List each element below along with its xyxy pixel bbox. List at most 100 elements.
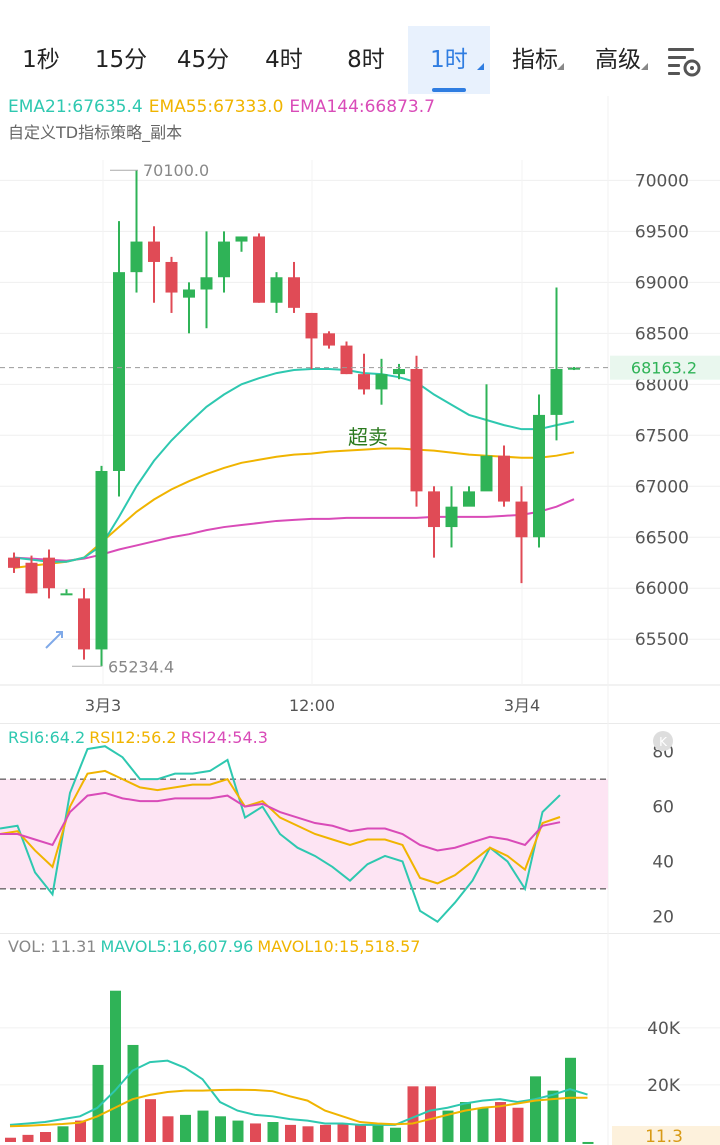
volume-bar [355,1124,366,1142]
volume-bar [180,1114,191,1142]
time-axis-label: 3月3 [85,696,121,715]
rsi-axis-label: 60 [652,798,674,818]
last-volume-badge [612,1126,720,1145]
volume-bar [232,1120,244,1142]
rsi-axis-label: 20 [652,907,674,927]
active-tab-indicator [432,88,466,92]
volume-bar [57,1126,69,1142]
mavol10-line [9,1088,588,1128]
price-axis-label: 69500 [635,222,689,242]
volume-bar [215,1116,226,1142]
mavol5-legend: MAVOL5:16,607.96 [100,937,254,956]
tab-label: 指标 [512,47,558,73]
volume-bar [5,1137,16,1142]
candle [445,506,458,528]
tab-1s[interactable]: 1秒 [8,26,74,94]
candle [253,236,265,303]
candle [410,369,423,492]
volume-bar [495,1102,506,1142]
volume-bar [267,1122,279,1142]
mavol5-line [9,1059,588,1126]
volume-bar [320,1124,331,1142]
candle [78,598,90,650]
caret-icon [477,63,484,70]
rsi-legend: RSI6:64.2 RSI12:56.2 RSI24:54.3 [8,728,274,747]
candle [358,374,370,390]
candle [428,491,440,528]
tab-8h[interactable]: 8时 [334,26,398,94]
volume-bar [92,1064,104,1142]
volume-bar [337,1123,349,1142]
price-axis-label: 65500 [635,630,689,650]
last-price-label: 68163.2 [631,359,697,378]
tab-advanced[interactable]: 高级 [582,26,654,94]
volume-axis-label: 20K [647,1076,681,1096]
candle [270,277,283,303]
price-axis-label: 67000 [635,477,689,497]
rsi-axis-label: 40 [652,852,674,872]
rsi24-legend: RSI24:54.3 [180,728,268,747]
ema21-legend: EMA21:67635.4 [8,97,143,117]
chart-settings-icon[interactable] [664,44,704,80]
volume-bar [372,1124,384,1142]
tab-1h[interactable]: 1时 [408,26,490,94]
time-axis-label: 3月4 [504,696,540,715]
candle [533,414,545,538]
rsi-band [0,779,608,889]
tab-indicators[interactable]: 指标 [500,26,570,94]
volume-bar [547,1090,559,1142]
candle [375,374,388,390]
strategy-label: 自定义TD指标策略_副本 [8,123,183,142]
volume-bar [145,1099,156,1142]
price-axis-label: 67500 [635,426,689,446]
candle [463,491,475,507]
candle [130,241,143,273]
ema55-legend: EMA55:67333.0 [148,97,284,117]
candle [113,272,125,471]
tab-label: 高级 [595,47,641,73]
volume-bar [40,1132,51,1142]
tab-label: 4时 [265,47,303,73]
volume-bar [442,1110,454,1142]
price-axis-label: 68500 [635,324,689,344]
panel-divider [0,933,720,934]
candle [43,557,55,589]
rsi6-legend: RSI6:64.2 [8,728,86,747]
tab-4h[interactable]: 4时 [252,26,316,94]
candle [393,369,405,375]
candle [340,345,353,375]
price-axis-label: 68000 [635,375,689,395]
candle [568,367,580,370]
volume-bar [75,1120,86,1142]
candle [218,241,230,278]
mavol10-legend: MAVOL10:15,518.57 [257,937,421,956]
collapse-icon-glyph: K [659,735,668,749]
volume-axis-label: 40K [647,1019,681,1039]
candle [288,277,300,308]
candle [183,289,195,298]
rsi-line [0,791,561,852]
volume-bar [110,990,121,1142]
ema-legend: EMA21:67635.4 EMA55:67333.0 EMA144:66873.7 [8,97,441,117]
buy-signal-icon [45,631,63,649]
candle [95,470,108,650]
volume-bar [302,1126,314,1142]
panel-divider [0,723,720,724]
candle [8,557,20,568]
oversold-annotation: 超卖 [348,425,388,449]
price-axis-label: 66000 [635,579,689,599]
tab-15m[interactable]: 15分 [86,26,156,94]
candle [550,369,563,415]
volume-legend: VOL: 11.31 MAVOL5:16,607.96 MAVOL10:15,518… [8,937,426,956]
volume-bar [407,1086,419,1142]
vol-legend: VOL: 11.31 [8,937,97,956]
volume-bar [425,1086,436,1142]
price-axis-label: 69000 [635,273,689,293]
ema144-legend: EMA144:66873.7 [289,97,435,117]
low-price-label: 65234.4 [108,657,174,676]
candle [323,333,335,346]
time-axis-label: 12:00 [289,696,335,715]
candle [305,312,318,339]
tab-45m[interactable]: 45分 [168,26,238,94]
